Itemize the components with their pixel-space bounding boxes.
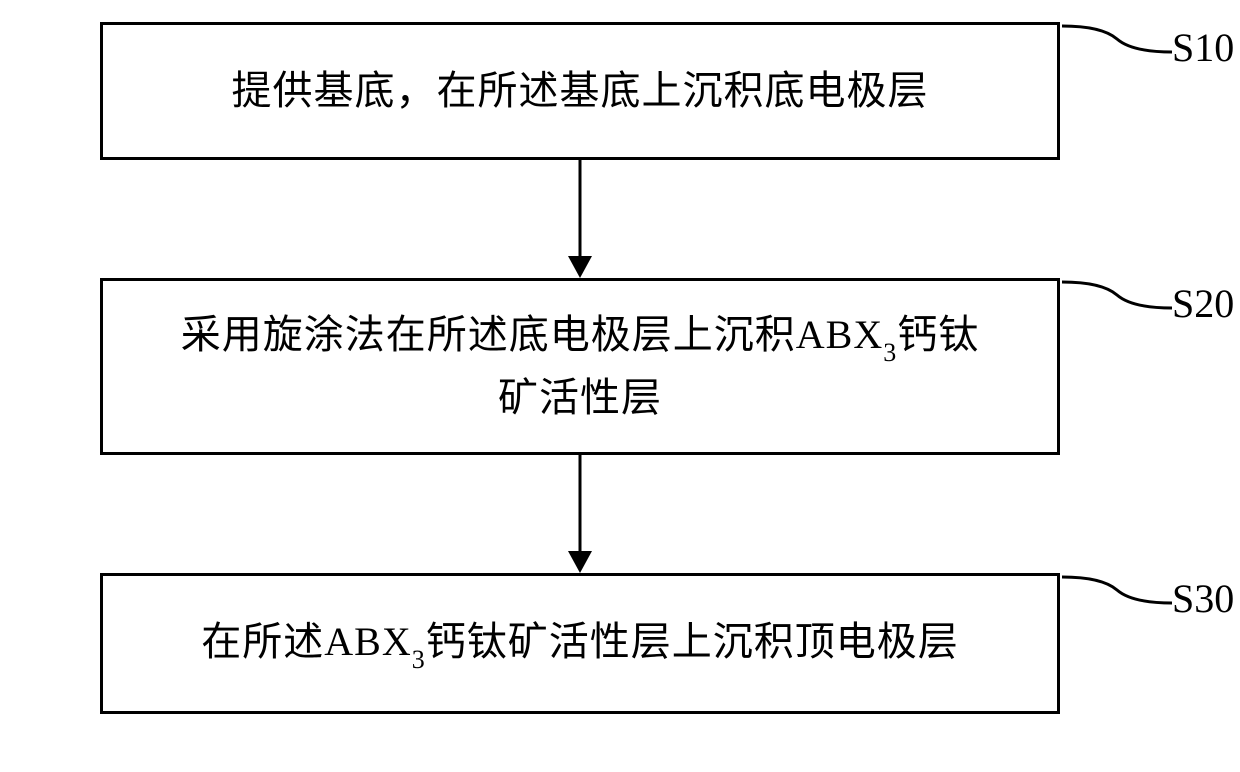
step-s20-text-line1: 采用旋涂法在所述底电极层上沉积ABX [181,312,883,357]
process-flowchart: 提供基底，在所述基底上沉积底电极层 S10 采用旋涂法在所述底电极层上沉积ABX… [0,0,1240,772]
step-s30-wrap: 在所述ABX3钙钛矿活性层上沉积顶电极层 S30 [100,573,1080,714]
step-s20-text-line2: 矿活性层 [498,375,662,420]
step-s30-text-prefix: 在所述ABX [201,619,411,664]
step-s20-text-suffix: 钙钛 [897,312,979,357]
step-s30-sub: 3 [412,645,426,674]
step-s10-text: 提供基底，在所述基底上沉积底电极层 [232,68,929,113]
label-s20: S20 [1172,280,1234,327]
step-s20-wrap: 采用旋涂法在所述底电极层上沉积ABX3钙钛 矿活性层 S20 [100,278,1080,455]
step-s30-box: 在所述ABX3钙钛矿活性层上沉积顶电极层 [100,573,1060,714]
step-s20-sub: 3 [883,338,897,367]
label-s30: S30 [1172,575,1234,622]
arrow-2 [100,455,1060,573]
step-s10-box: 提供基底，在所述基底上沉积底电极层 [100,22,1060,160]
step-s20-box: 采用旋涂法在所述底电极层上沉积ABX3钙钛 矿活性层 [100,278,1060,455]
label-s10: S10 [1172,24,1234,71]
step-s30-text-suffix: 钙钛矿活性层上沉积顶电极层 [426,619,959,664]
arrow-1 [100,160,1060,278]
step-s10-wrap: 提供基底，在所述基底上沉积底电极层 S10 [100,22,1080,160]
